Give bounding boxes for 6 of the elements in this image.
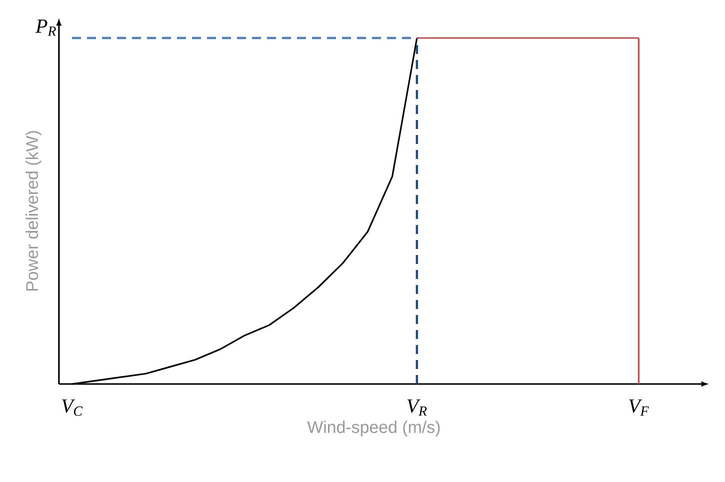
text: P$_{R}$ bbox=[35, 20, 56, 36]
x-tick-label: V$_{F}$ bbox=[629, 400, 649, 416]
y-axis-title: Power delivered (kW) bbox=[26, 131, 42, 291]
x-tick-label: V$_{R}$ bbox=[407, 400, 427, 416]
x-axis-title: Wind-speed (m/s) bbox=[307, 420, 440, 436]
x-tick-label: V$_{C}$ bbox=[62, 400, 83, 416]
